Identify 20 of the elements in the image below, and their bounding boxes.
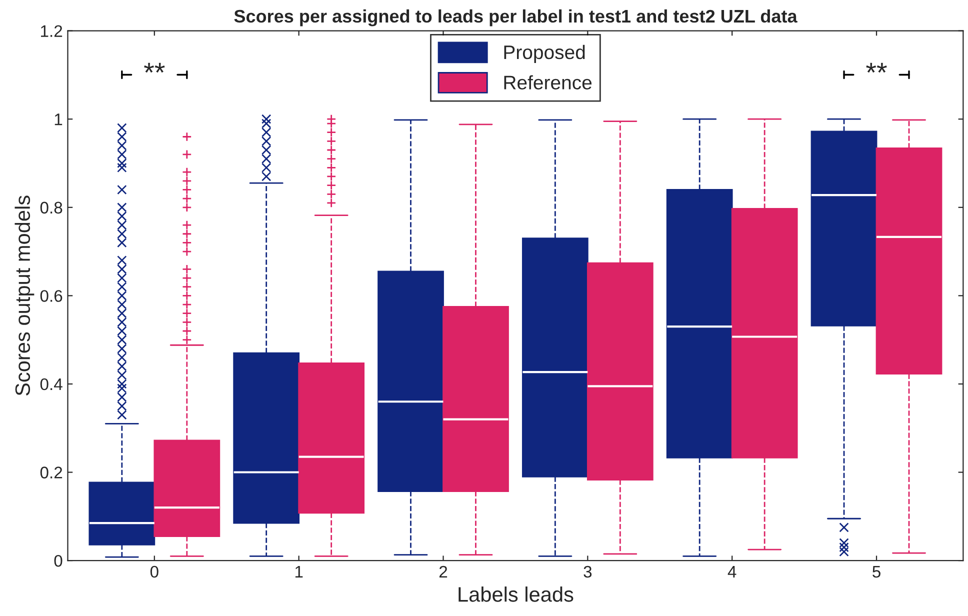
y-tick-label: 0 — [54, 554, 62, 567]
y-axis-title: Scores output models — [14, 196, 34, 396]
annotation: ** — [866, 62, 887, 73]
x-tick-label: 0 — [150, 566, 158, 578]
y-tick-label: 0.2 — [40, 466, 62, 478]
x-tick-label: 2 — [439, 566, 448, 578]
legend-label: Reference — [504, 75, 592, 90]
legend-label: Proposed — [504, 44, 585, 64]
y-tick-label: 1 — [54, 114, 62, 126]
x-tick-label: 5 — [872, 566, 880, 578]
x-tick-label: 4 — [728, 566, 736, 578]
y-tick-label: 0.8 — [40, 202, 62, 214]
annotation: ** — [144, 62, 165, 73]
y-tick-label: 0.6 — [40, 290, 62, 302]
chart-title: Scores per assigned to leads per label in test1 and test2 UZL data — [234, 9, 798, 26]
x-axis-title: Labels leads — [458, 586, 574, 602]
x-tick-label: 3 — [584, 566, 592, 578]
x-tick-label: 1 — [295, 566, 303, 578]
y-tick-label: 0.4 — [40, 378, 62, 390]
y-tick-label: 1.2 — [41, 25, 62, 37]
